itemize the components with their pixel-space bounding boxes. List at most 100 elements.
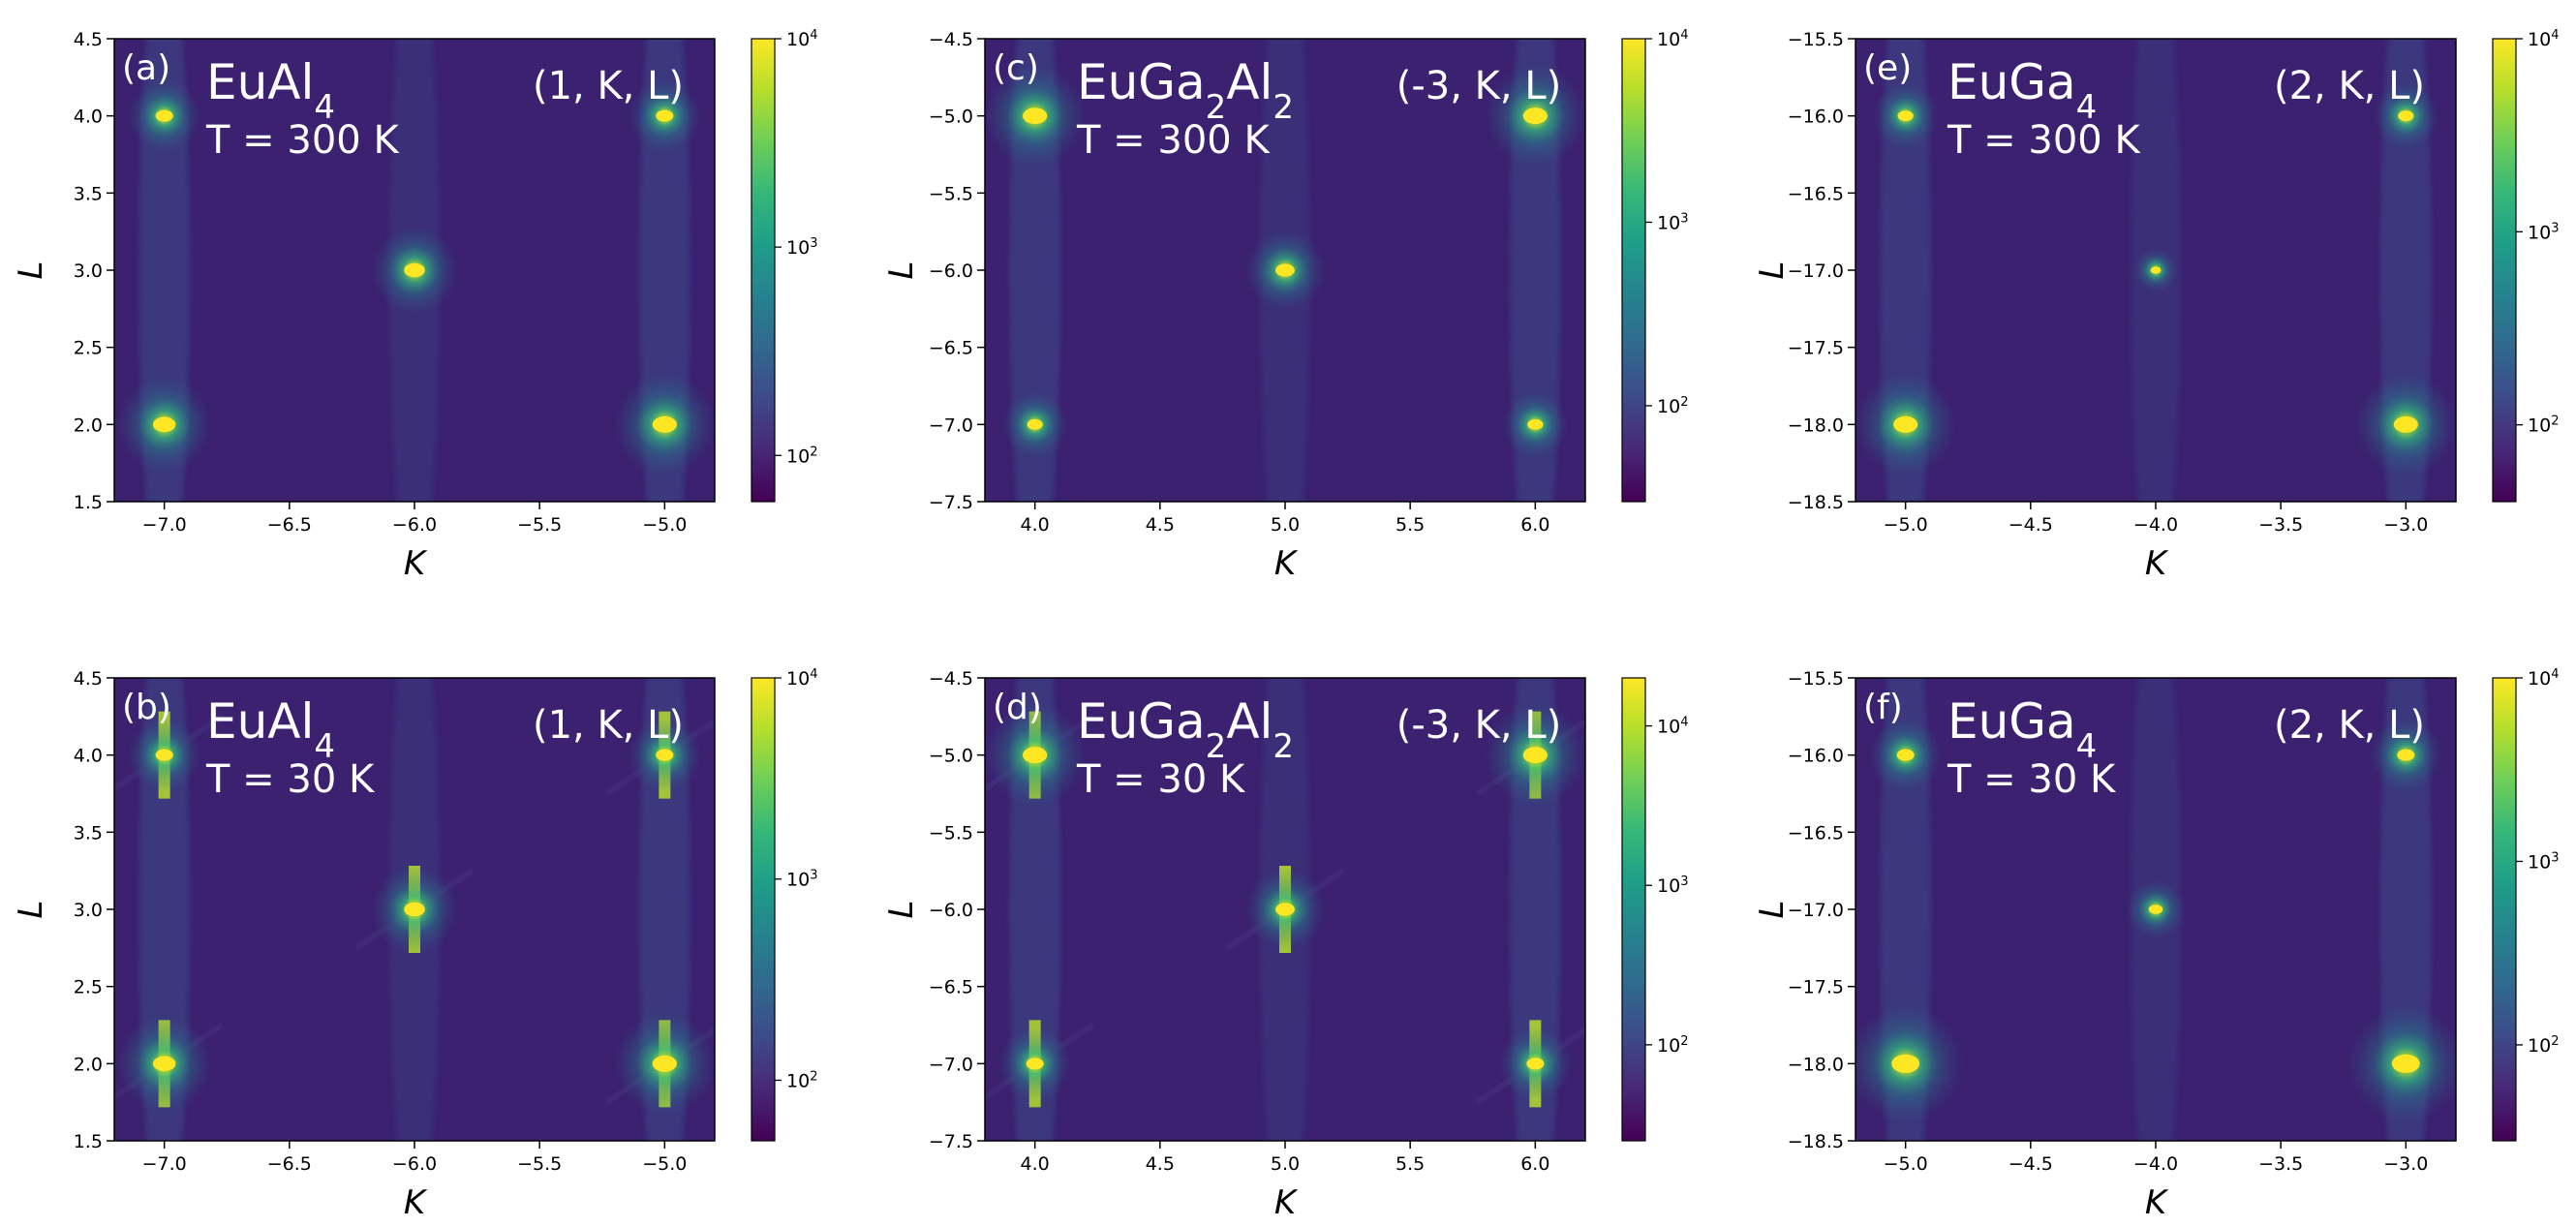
x-tick-label: 5.5 <box>1395 1153 1425 1175</box>
colorbar-tick-label: 103 <box>786 868 817 891</box>
y-tick-label: −17.5 <box>1788 338 1844 359</box>
colorbar-tick-label: 102 <box>786 445 817 468</box>
x-tick-label: −5.5 <box>517 514 562 536</box>
x-tick-label: −5.0 <box>1884 514 1928 536</box>
y-tick-label: −4.5 <box>929 668 973 690</box>
x-tick-label: 4.0 <box>1021 514 1050 536</box>
panel-a: −7.0 −6.5 −6.0 −5.5 −5.0 1.5 2.0 2.5 3.0 3.5 4.0 4.… <box>12 28 817 584</box>
temperature-label: T = 30 K <box>205 757 376 802</box>
y-axis-label: L <box>12 261 50 280</box>
panel-label: (c) <box>993 48 1039 88</box>
y-tick-label: 2.5 <box>74 338 103 359</box>
panel-b: −7.0 −6.5 −6.0 −5.5 −5.0 1.5 2.0 2.5 3.0 3.5 4.0 4.… <box>12 667 817 1223</box>
colorbar <box>2492 38 2517 503</box>
bragg-peak <box>2398 110 2414 122</box>
x-tick-label: 5.0 <box>1271 1153 1300 1175</box>
bragg-peak <box>404 262 425 278</box>
y-tick-label: 2.5 <box>74 977 103 998</box>
bragg-peak <box>1275 903 1295 916</box>
x-tick-label: −6.0 <box>392 514 437 536</box>
colorbar-tick-label: 103 <box>1657 211 1688 234</box>
bragg-peak <box>656 109 674 122</box>
bragg-peak <box>2397 749 2415 761</box>
colorbar-tick-label: 102 <box>2528 1033 2559 1057</box>
scattering-plane-label: (-3, K, L) <box>1396 703 1561 748</box>
colorbar-tick-label: 103 <box>2528 850 2559 874</box>
scattering-plane-label: (-3, K, L) <box>1396 64 1561 108</box>
y-tick-label: 3.5 <box>74 183 103 204</box>
y-axis-label: L <box>12 901 50 919</box>
diffuse-band <box>138 678 190 1141</box>
y-tick-label: −16.0 <box>1788 746 1844 767</box>
x-tick-label: −4.0 <box>2133 1153 2178 1175</box>
panel-f: −5.0 −4.5 −4.0 −3.5 −3.0 −18.5 −18.0 −17.5 −17.0… <box>1753 667 2559 1223</box>
y-tick-label: −15.5 <box>1788 29 1844 50</box>
y-tick-label: 4.5 <box>74 29 103 50</box>
y-tick-label: 4.0 <box>74 107 103 128</box>
x-axis-label: K <box>404 1183 428 1222</box>
x-axis-label: K <box>2145 544 2169 583</box>
colorbar <box>1621 677 1646 1142</box>
bragg-peak <box>1522 747 1548 764</box>
y-tick-label: 4.5 <box>74 668 103 690</box>
y-tick-label: −6.5 <box>929 977 973 998</box>
plot-area <box>1855 678 2456 1141</box>
temperature-label: T = 300 K <box>1947 118 2141 163</box>
y-tick-label: −5.0 <box>929 107 973 128</box>
y-tick-label: 3.5 <box>74 822 103 844</box>
colorbar <box>1621 38 1646 503</box>
y-tick-label: −6.0 <box>929 900 973 921</box>
y-tick-label: 3.0 <box>74 261 103 282</box>
colorbar-tick-label: 102 <box>786 1069 817 1092</box>
bragg-peak <box>1027 418 1043 430</box>
x-tick-label: −7.0 <box>142 514 187 536</box>
bragg-peak <box>1522 107 1548 125</box>
colorbar-tick-label: 104 <box>2528 667 2559 690</box>
bragg-peak <box>1026 1058 1044 1070</box>
x-tick-label: 6.0 <box>1520 1153 1549 1175</box>
y-tick-label: 2.0 <box>74 414 103 436</box>
x-tick-label: −5.5 <box>517 1153 562 1175</box>
colorbar <box>751 677 776 1142</box>
panel-d: 4.0 4.5 5.0 5.5 6.0 −7.5 −7.0 −6.5 −6.0 −5.5 −5.0 −… <box>882 668 1688 1222</box>
y-tick-label: −17.0 <box>1788 900 1844 921</box>
y-tick-label: 1.5 <box>74 1131 103 1152</box>
x-tick-label: −7.0 <box>142 1153 187 1175</box>
compound-label: EuAl4 <box>206 54 335 127</box>
x-axis-label: K <box>2145 1183 2169 1222</box>
diffuse-band <box>639 678 690 1141</box>
bragg-peak <box>2150 266 2162 274</box>
plot-area <box>985 678 1585 1141</box>
y-tick-label: 2.0 <box>74 1054 103 1075</box>
temperature-label: T = 300 K <box>205 118 400 163</box>
y-tick-label: −18.5 <box>1788 1131 1844 1152</box>
temperature-label: T = 30 K <box>1076 757 1246 802</box>
bragg-peak <box>404 902 425 917</box>
y-axis-label: L <box>882 901 921 919</box>
panel-label: (b) <box>122 688 171 727</box>
compound-label: EuAl4 <box>206 693 335 766</box>
y-tick-label: −4.5 <box>929 29 973 50</box>
y-axis-label: L <box>1753 901 1792 919</box>
colorbar-tick-label: 104 <box>1657 28 1688 51</box>
compound-label: EuGa4 <box>1947 54 2097 127</box>
diffuse-band <box>1510 678 1561 1141</box>
y-tick-label: −7.5 <box>929 492 973 513</box>
colorbar-tick-label: 104 <box>786 28 817 51</box>
plot-area <box>114 39 715 502</box>
panel-label: (e) <box>1863 48 1912 88</box>
colorbar-tick-label: 102 <box>1657 394 1688 417</box>
x-tick-label: −3.0 <box>2383 1153 2428 1175</box>
colorbar <box>2492 677 2517 1142</box>
plot-area <box>985 39 1585 502</box>
x-tick-label: −4.5 <box>2009 1153 2053 1175</box>
bragg-peak <box>1896 749 1915 761</box>
colorbar-tick-label: 103 <box>786 236 817 260</box>
x-tick-label: −3.5 <box>2258 1153 2303 1175</box>
bragg-peak <box>1023 107 1048 125</box>
y-tick-label: −15.5 <box>1788 668 1844 690</box>
y-axis-label: L <box>1753 261 1792 280</box>
y-tick-label: −17.5 <box>1788 977 1844 998</box>
bragg-peak <box>1527 418 1544 430</box>
x-tick-label: −5.0 <box>1884 1153 1928 1175</box>
